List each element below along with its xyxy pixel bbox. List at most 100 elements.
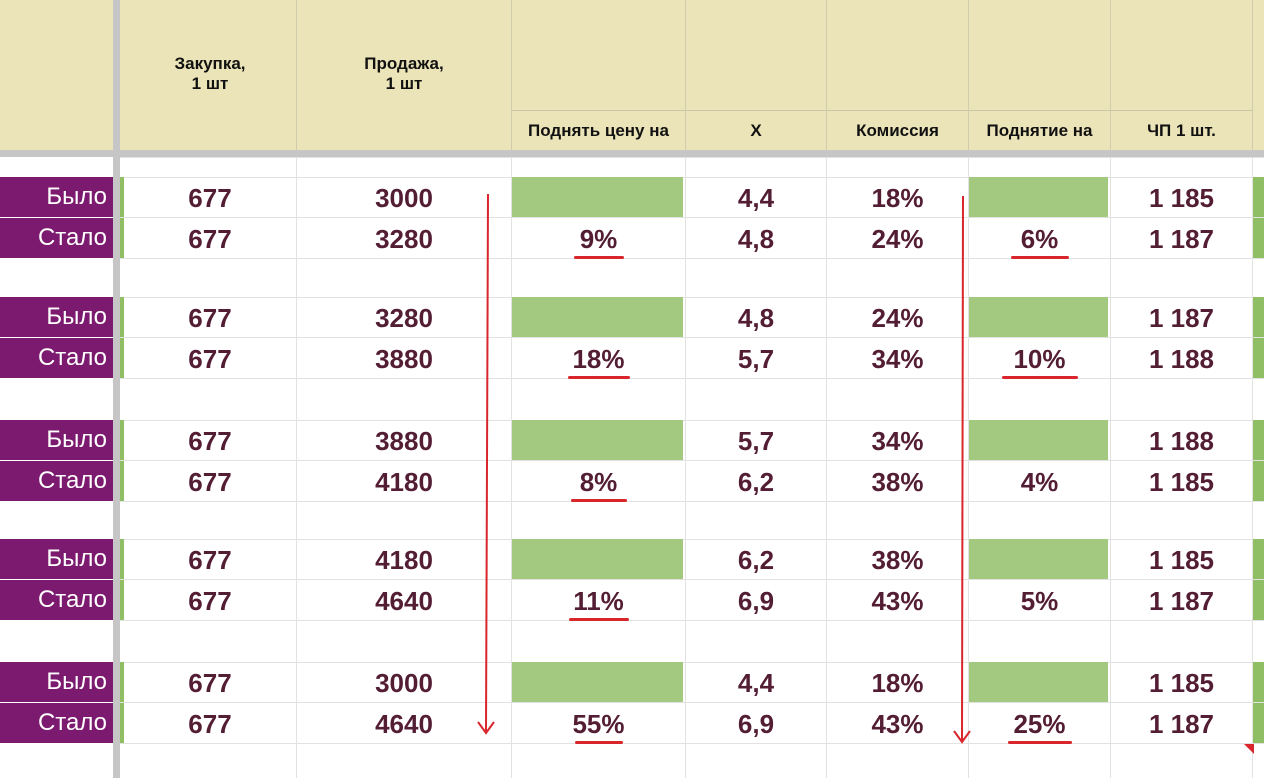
highlight-cell[interactable] xyxy=(969,297,1108,337)
row-label[interactable]: Было xyxy=(0,177,113,217)
cell-profit[interactable]: 1 187 xyxy=(1148,224,1215,254)
cell-profit[interactable]: 1 185 xyxy=(1148,545,1215,575)
cell-commission[interactable]: 24% xyxy=(871,303,924,333)
cell-profit[interactable]: 1 187 xyxy=(1148,586,1215,616)
cell-profit[interactable]: 1 185 xyxy=(1148,467,1215,497)
cell-commission[interactable]: 34% xyxy=(871,426,924,456)
cell-profit[interactable]: 1 187 xyxy=(1148,709,1215,739)
header-raise-price[interactable]: Поднять цену на xyxy=(528,121,669,140)
header-commission[interactable]: Комиссия xyxy=(856,121,939,140)
cell-sale[interactable]: 3000 xyxy=(375,668,433,698)
cell-raise2[interactable]: 5% xyxy=(1020,586,1059,616)
header-net-profit[interactable]: ЧП 1 шт. xyxy=(1147,121,1216,140)
cell-x[interactable]: 4,8 xyxy=(737,303,775,333)
row-label[interactable]: Стало xyxy=(0,580,113,620)
cell-purchase[interactable]: 677 xyxy=(188,467,232,497)
cell-profit[interactable]: 1 185 xyxy=(1148,668,1215,698)
header-purchase[interactable]: Закупка, 1 шт xyxy=(174,54,246,93)
row-label[interactable]: Было xyxy=(0,297,113,337)
highlight-cell[interactable] xyxy=(512,662,683,702)
row-label[interactable]: Стало xyxy=(0,338,113,378)
row-label[interactable]: Стало xyxy=(0,461,113,501)
cell-sale[interactable]: 3280 xyxy=(375,224,433,254)
cell-sale[interactable]: 4640 xyxy=(375,586,433,616)
row-label[interactable]: Было xyxy=(0,420,113,460)
cell-commission[interactable]: 38% xyxy=(871,545,924,575)
grid-line xyxy=(120,662,1264,663)
cell-purchase[interactable]: 677 xyxy=(188,344,232,374)
cell-x[interactable]: 4,8 xyxy=(737,224,775,254)
cell-x[interactable]: 6,2 xyxy=(737,545,775,575)
highlight-cell[interactable] xyxy=(969,420,1108,460)
cell-profit[interactable]: 1 188 xyxy=(1148,426,1215,456)
highlight-cell[interactable] xyxy=(969,539,1108,579)
cell-commission[interactable]: 38% xyxy=(871,467,924,497)
cell-purchase[interactable]: 677 xyxy=(188,668,232,698)
highlight-cell[interactable] xyxy=(969,177,1108,217)
cell-raise[interactable]: 55% xyxy=(572,709,625,739)
cell-x[interactable]: 6,9 xyxy=(737,709,775,739)
cell-commission[interactable]: 43% xyxy=(871,709,924,739)
cell-purchase[interactable]: 677 xyxy=(188,586,232,616)
cell-x[interactable]: 4,4 xyxy=(737,183,775,213)
header-x[interactable]: X xyxy=(750,121,762,140)
cell-purchase[interactable]: 677 xyxy=(188,224,232,254)
grid-line xyxy=(120,460,1264,461)
grid-line xyxy=(120,579,1264,580)
row-marker xyxy=(120,662,124,702)
cell-raise2[interactable]: 10% xyxy=(1013,344,1066,374)
cell-sale[interactable]: 4180 xyxy=(375,545,433,575)
cell-purchase[interactable]: 677 xyxy=(188,183,232,213)
cell-commission[interactable]: 18% xyxy=(871,183,924,213)
row-marker xyxy=(1253,297,1264,337)
cell-sale[interactable]: 4640 xyxy=(375,709,433,739)
cell-sale[interactable]: 3280 xyxy=(375,303,433,333)
row-marker xyxy=(1253,218,1264,258)
cell-sale[interactable]: 3000 xyxy=(375,183,433,213)
cell-sale[interactable]: 4180 xyxy=(375,467,433,497)
cell-purchase[interactable]: 677 xyxy=(188,303,232,333)
highlight-cell[interactable] xyxy=(969,662,1108,702)
cell-commission[interactable]: 24% xyxy=(871,224,924,254)
cell-raise[interactable]: 9% xyxy=(579,224,618,254)
row-label[interactable]: Было xyxy=(0,539,113,579)
cell-x[interactable]: 6,2 xyxy=(737,467,775,497)
header-sale[interactable]: Продажа, 1 шт xyxy=(364,54,444,93)
highlight-cell[interactable] xyxy=(512,420,683,460)
frozen-row-divider[interactable] xyxy=(0,150,1264,157)
frozen-column-divider[interactable] xyxy=(113,0,120,778)
cell-sale[interactable]: 3880 xyxy=(375,344,433,374)
cell-commission[interactable]: 43% xyxy=(871,586,924,616)
cell-commission[interactable]: 18% xyxy=(871,668,924,698)
cell-x[interactable]: 6,9 xyxy=(737,586,775,616)
row-label[interactable]: Было xyxy=(0,662,113,702)
cell-purchase[interactable]: 677 xyxy=(188,709,232,739)
cell-raise[interactable]: 8% xyxy=(579,467,618,497)
underline-annotation xyxy=(573,256,624,259)
row-label[interactable]: Стало xyxy=(0,218,113,258)
header-raise-by[interactable]: Поднятие на xyxy=(986,121,1093,140)
cell-profit[interactable]: 1 187 xyxy=(1148,303,1215,333)
row-marker xyxy=(120,420,124,460)
highlight-cell[interactable] xyxy=(512,177,683,217)
cell-comment-marker[interactable] xyxy=(1244,744,1254,754)
cell-x[interactable]: 5,7 xyxy=(737,344,775,374)
cell-raise2[interactable]: 6% xyxy=(1020,224,1059,254)
cell-sale[interactable]: 3880 xyxy=(375,426,433,456)
cell-raise[interactable]: 18% xyxy=(572,344,625,374)
cell-profit[interactable]: 1 188 xyxy=(1148,344,1215,374)
cell-x[interactable]: 5,7 xyxy=(737,426,775,456)
header-divider xyxy=(685,0,686,150)
cell-purchase[interactable]: 677 xyxy=(188,545,232,575)
row-label[interactable]: Стало xyxy=(0,703,113,743)
highlight-cell[interactable] xyxy=(512,539,683,579)
cell-x[interactable]: 4,4 xyxy=(737,668,775,698)
highlight-cell[interactable] xyxy=(512,297,683,337)
cell-commission[interactable]: 34% xyxy=(871,344,924,374)
cell-raise2[interactable]: 4% xyxy=(1020,467,1059,497)
row-marker xyxy=(120,177,124,217)
cell-purchase[interactable]: 677 xyxy=(188,426,232,456)
cell-profit[interactable]: 1 185 xyxy=(1148,183,1215,213)
cell-raise[interactable]: 11% xyxy=(573,586,624,616)
cell-raise2[interactable]: 25% xyxy=(1013,709,1066,739)
